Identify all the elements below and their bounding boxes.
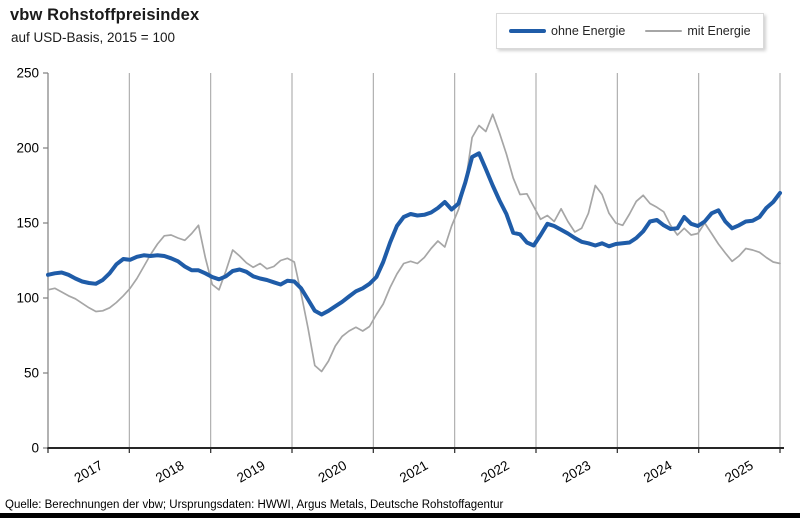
x-year-label: 2017 (72, 458, 106, 486)
y-tick-label: 0 (31, 441, 39, 456)
x-year-label: 2025 (722, 458, 756, 486)
y-tick-label: 50 (24, 366, 39, 381)
legend-label-mit-energie: mit Energie (687, 24, 751, 38)
bottom-divider-bar (0, 513, 800, 518)
chart-subtitle: auf USD-Basis, 2015 = 100 (11, 30, 175, 45)
x-year-label: 2020 (316, 458, 350, 486)
chart-title: vbw Rohstoffpreisindex (10, 6, 200, 24)
legend-item-ohne-energie: ohne Energie (509, 24, 625, 38)
y-tick-label: 200 (16, 141, 39, 156)
x-year-label: 2021 (397, 458, 431, 486)
y-tick-label: 100 (16, 291, 39, 306)
y-tick-label: 250 (16, 66, 39, 81)
y-tick-label: 150 (16, 216, 39, 231)
legend-line-swatch-blue (509, 29, 546, 33)
series-line-ohne-energie (46, 151, 782, 317)
series-line-mit-energie (47, 113, 781, 373)
x-year-label: 2024 (641, 457, 675, 485)
legend-item-mit-energie: mit Energie (645, 24, 751, 38)
x-year-label: 2018 (153, 458, 187, 486)
source-note: Quelle: Berechnungen der vbw; Ursprungsd… (5, 499, 504, 511)
x-year-label: 2022 (478, 458, 512, 486)
x-year-label: 2019 (234, 458, 268, 486)
x-year-label: 2023 (560, 458, 594, 486)
chart-legend: ohne Energie mit Energie (496, 13, 764, 49)
legend-label-ohne-energie: ohne Energie (551, 24, 626, 38)
legend-line-swatch-gray (645, 30, 683, 32)
